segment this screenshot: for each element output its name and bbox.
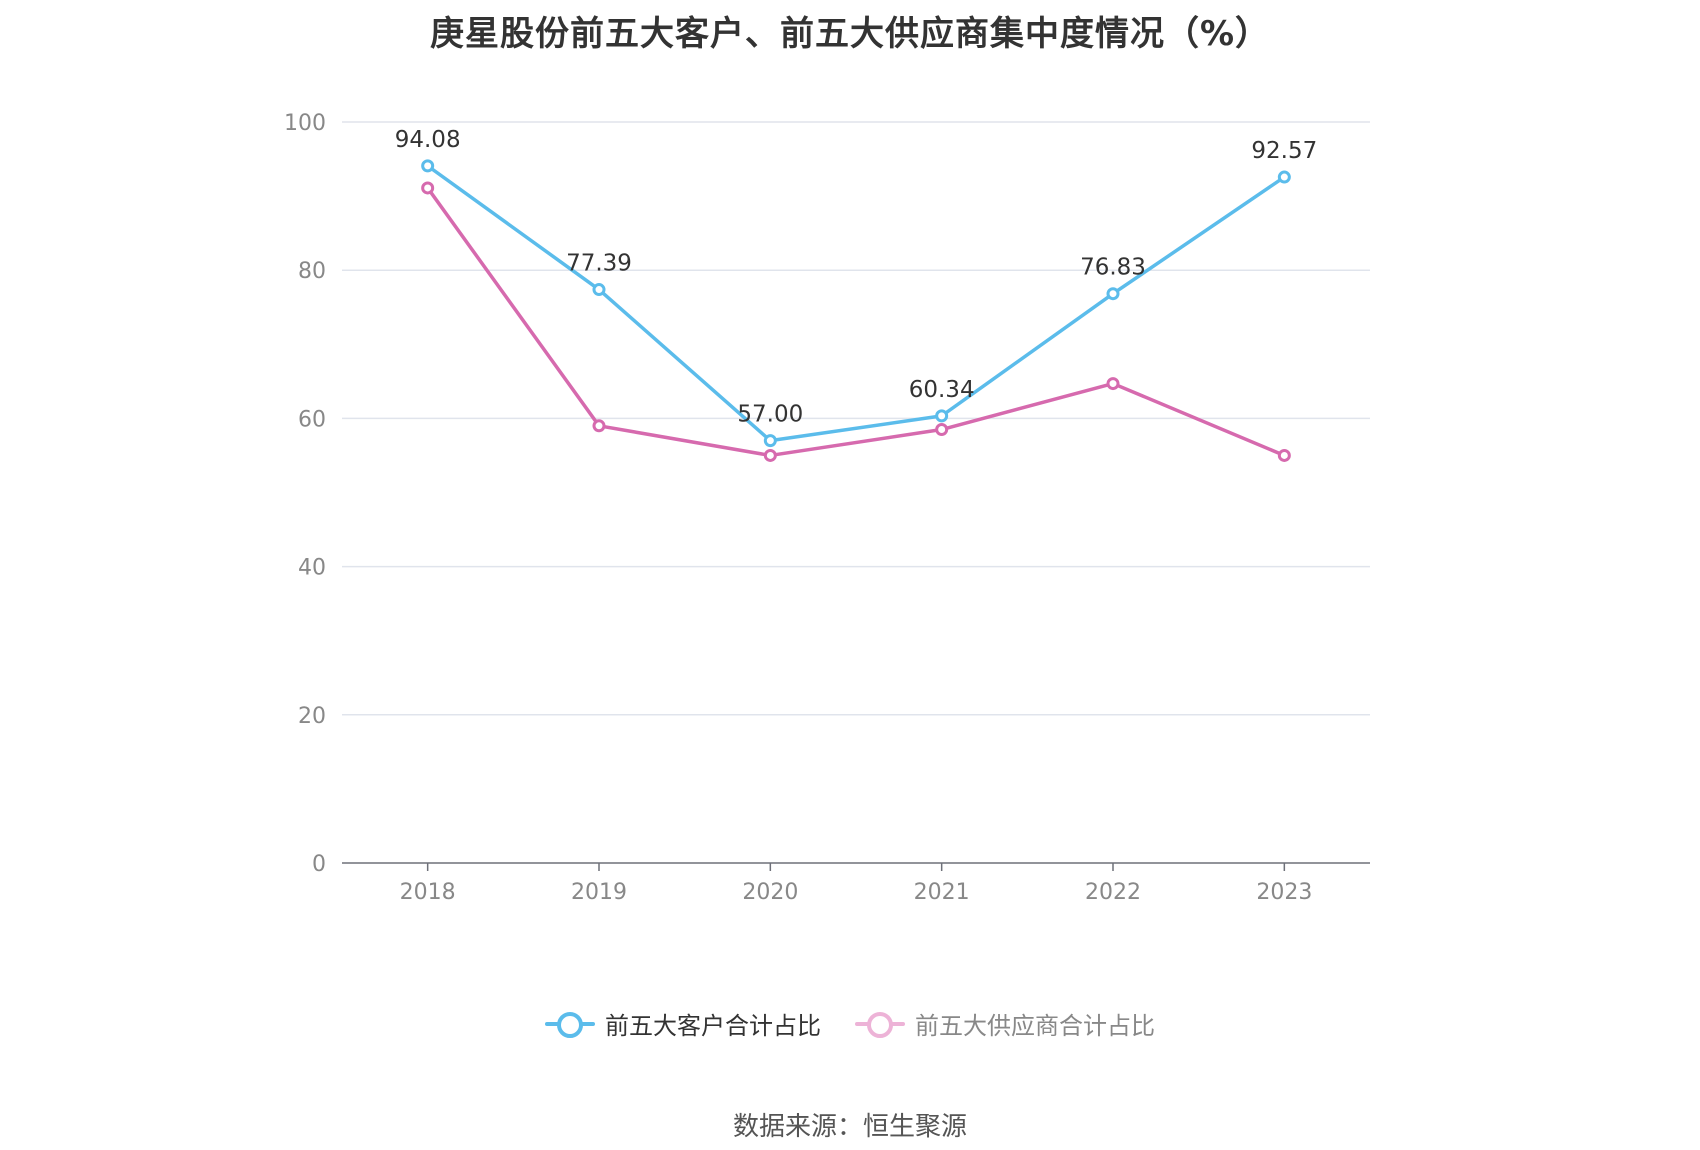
data-point[interactable] bbox=[1106, 287, 1120, 301]
data-label: 77.39 bbox=[566, 251, 632, 277]
data-point[interactable] bbox=[1106, 377, 1120, 391]
x-tick-label: 2021 bbox=[914, 880, 970, 905]
x-tick-label: 2018 bbox=[400, 880, 456, 905]
data-point[interactable] bbox=[763, 434, 777, 448]
label-layer: 94.08 77.39 57.00 60.34 76.83 92.57 bbox=[395, 127, 1318, 428]
data-point[interactable] bbox=[763, 448, 777, 462]
y-tick-label: 60 bbox=[298, 407, 326, 432]
data-point[interactable] bbox=[1277, 170, 1291, 184]
legend-item-suppliers[interactable]: 前五大供应商合计占比 bbox=[855, 1006, 1155, 1041]
y-tick-label: 80 bbox=[298, 259, 326, 284]
y-tick-label: 20 bbox=[298, 704, 326, 729]
x-tick-label: 2019 bbox=[571, 880, 627, 905]
legend: 前五大客户合计占比 前五大供应商合计占比 bbox=[0, 1006, 1700, 1041]
grid-layer bbox=[342, 121, 1370, 716]
data-label: 94.08 bbox=[395, 127, 461, 153]
legend-marker-icon bbox=[855, 1010, 905, 1038]
data-point[interactable] bbox=[592, 419, 606, 433]
x-tick-label: 2020 bbox=[742, 880, 798, 905]
series-layer bbox=[421, 159, 1291, 462]
data-point[interactable] bbox=[935, 409, 949, 423]
x-tick-label: 2022 bbox=[1085, 880, 1141, 905]
legend-marker-icon bbox=[545, 1010, 595, 1038]
data-point[interactable] bbox=[592, 283, 606, 297]
chart-title: 庚星股份前五大客户、前五大供应商集中度情况（%） bbox=[429, 14, 1271, 54]
legend-label-suppliers: 前五大供应商合计占比 bbox=[915, 1012, 1155, 1040]
y-tick-label: 0 bbox=[312, 852, 326, 877]
x-tick-label: 2023 bbox=[1256, 880, 1312, 905]
data-point[interactable] bbox=[935, 423, 949, 437]
data-label: 60.34 bbox=[909, 377, 975, 403]
data-label: 76.83 bbox=[1080, 255, 1146, 281]
line-chart: 0 20 40 60 80 100 2018 2019 2020 2021 2022 2023 94.… bbox=[284, 111, 1370, 905]
series-line-0 bbox=[425, 164, 1287, 443]
data-point[interactable] bbox=[1277, 448, 1291, 462]
y-tick-label: 40 bbox=[298, 556, 326, 581]
axis-layer: 0 20 40 60 80 100 2018 2019 2020 2021 2022 2023 bbox=[284, 111, 1370, 905]
legend-item-customers[interactable]: 前五大客户合计占比 bbox=[545, 1006, 821, 1041]
source-note: 数据来源：恒生聚源 bbox=[732, 1112, 967, 1142]
legend-label-customers: 前五大客户合计占比 bbox=[605, 1012, 821, 1040]
y-tick-label: 100 bbox=[284, 111, 326, 136]
series-line-1 bbox=[425, 186, 1287, 458]
data-label: 92.57 bbox=[1251, 138, 1317, 164]
data-point[interactable] bbox=[421, 181, 435, 195]
data-label: 57.00 bbox=[737, 402, 803, 428]
data-point[interactable] bbox=[421, 159, 435, 173]
